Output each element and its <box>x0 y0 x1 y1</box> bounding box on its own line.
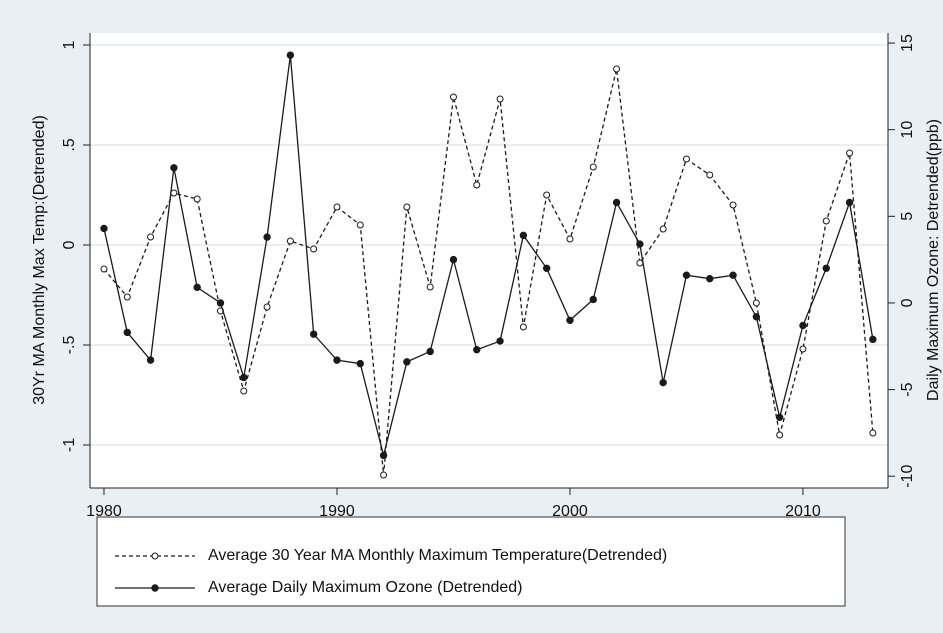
data-point <box>193 195 201 203</box>
plot-area <box>90 33 888 488</box>
y-tick-label: .5 <box>61 138 78 151</box>
data-point <box>659 225 667 233</box>
data-point <box>706 274 714 283</box>
data-point <box>356 359 364 368</box>
data-point <box>286 51 295 59</box>
data-point <box>170 164 178 172</box>
data-point <box>822 217 830 225</box>
data-point <box>566 235 574 243</box>
data-point <box>263 233 271 241</box>
data-point <box>589 295 597 304</box>
data-point <box>775 413 784 422</box>
data-point <box>822 264 830 272</box>
data-point <box>426 347 434 356</box>
data-point <box>682 271 691 279</box>
data-point <box>543 191 551 199</box>
data-point <box>449 93 457 101</box>
data-point <box>473 181 481 189</box>
data-point <box>146 356 155 364</box>
x-tick-label: 1980 <box>86 503 122 520</box>
data-point <box>496 337 504 345</box>
y2-tick-label: 0 <box>899 298 916 307</box>
data-point <box>193 283 201 292</box>
data-point <box>729 271 737 279</box>
data-point <box>473 346 481 354</box>
legend-marker <box>151 584 159 592</box>
y2-tick-label: 5 <box>899 212 916 221</box>
data-point <box>589 163 597 171</box>
data-point <box>240 373 248 382</box>
data-point <box>333 203 341 211</box>
data-point <box>706 171 714 179</box>
data-point <box>216 299 225 307</box>
data-point <box>100 265 108 273</box>
data-point <box>682 155 690 163</box>
data-point <box>380 471 388 479</box>
data-point <box>403 203 411 211</box>
y-tick-label: 1 <box>61 40 78 49</box>
data-point <box>379 451 388 460</box>
data-point <box>613 65 621 73</box>
data-point <box>496 95 504 103</box>
x-tick-label: 1990 <box>319 503 355 520</box>
data-point <box>426 283 434 291</box>
data-point <box>310 245 318 253</box>
data-point <box>449 255 458 264</box>
data-point <box>729 201 737 209</box>
data-point <box>846 149 854 157</box>
y2-tick-label: -10 <box>899 465 916 488</box>
y2-tick-label: -5 <box>899 382 916 396</box>
data-point <box>519 231 528 240</box>
data-point <box>869 335 877 344</box>
data-point <box>333 356 341 364</box>
data-point <box>869 429 877 437</box>
data-point <box>752 299 760 307</box>
data-point <box>612 198 621 207</box>
y-tick-label: 0 <box>61 240 78 249</box>
data-point <box>752 313 761 321</box>
legend-label: Average Daily Maximum Ozone (Detrended) <box>208 579 523 596</box>
legend-marker <box>151 552 159 560</box>
data-point <box>845 198 854 207</box>
data-point <box>356 221 364 229</box>
legend-box <box>96 516 846 607</box>
y2-tick-label: 15 <box>899 34 916 52</box>
y-tick-label: -.5 <box>61 336 78 355</box>
data-point <box>636 240 644 248</box>
data-point <box>263 303 271 311</box>
x-tick-label: 2000 <box>552 503 588 520</box>
data-point <box>403 358 411 366</box>
x-tick-label: 2010 <box>785 503 821 520</box>
data-point <box>519 323 527 331</box>
y2-tick-label: 10 <box>899 121 916 139</box>
data-point <box>659 378 667 387</box>
y-axis-title: 30Yr MA Monthly Max Temp:(Detrended) <box>31 115 48 405</box>
data-point <box>542 264 551 272</box>
data-point <box>799 321 807 330</box>
data-point <box>776 431 784 439</box>
data-point <box>566 316 574 324</box>
data-point <box>123 293 131 301</box>
series-line <box>103 55 874 456</box>
data-point <box>286 237 294 245</box>
data-point <box>636 259 644 267</box>
y-tick-label: -1 <box>61 438 78 452</box>
data-point <box>799 345 807 353</box>
data-point <box>240 387 248 395</box>
y2-axis-title: Daily Maximum Ozone: Detrended(ppb) <box>925 119 942 401</box>
data-point <box>309 330 318 338</box>
data-point <box>170 189 178 197</box>
legend-label: Average 30 Year MA Monthly Maximum Tempe… <box>208 547 667 564</box>
data-point <box>100 224 108 233</box>
series-line <box>103 68 874 476</box>
data-point <box>147 233 155 241</box>
data-point <box>123 328 131 337</box>
